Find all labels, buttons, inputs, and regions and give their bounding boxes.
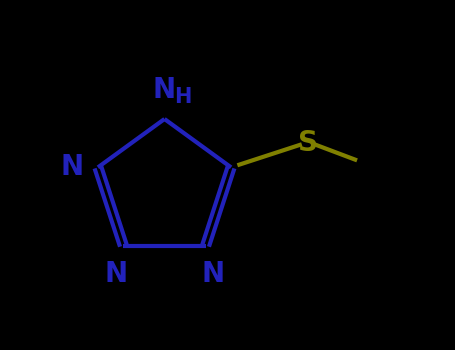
Text: H: H [174,87,192,107]
Text: N: N [60,153,83,181]
Text: N: N [153,76,176,104]
Text: N: N [202,260,225,288]
Text: N: N [105,260,127,288]
Text: S: S [298,129,318,157]
